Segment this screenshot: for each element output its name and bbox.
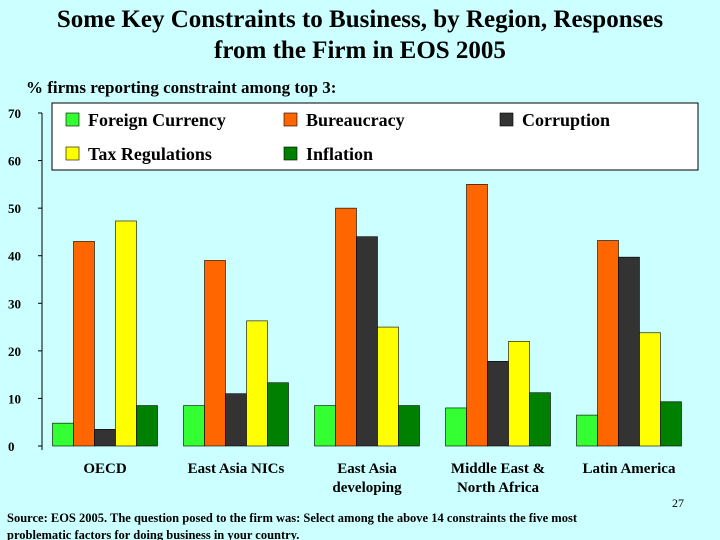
bar-foreign-currency (445, 407, 467, 447)
bar-bureaucracy (466, 184, 488, 447)
bar-bureaucracy (204, 260, 226, 447)
legend-label: Bureaucracy (306, 110, 405, 130)
bar-corruption (94, 429, 116, 447)
x-category-label: North Africa (457, 480, 540, 496)
legend-swatch (499, 112, 514, 127)
bar-foreign-currency (576, 414, 598, 447)
slide-number: 27 (672, 496, 684, 510)
chart-title-line-1: Some Key Constraints to Business, by Reg… (56, 6, 664, 33)
bar-corruption (618, 256, 640, 447)
legend-swatch (65, 146, 80, 161)
x-category-label: Latin America (583, 461, 676, 477)
y-tick-label: 70 (8, 106, 21, 121)
x-category-label: Middle East & (451, 461, 545, 477)
bar-bureaucracy (73, 241, 95, 447)
chart-title: Some Key Constraints to Business, by Reg… (0, 4, 720, 66)
bar-corruption (225, 393, 247, 447)
y-tick-label: 30 (8, 296, 21, 311)
source-note-line-2: problematic factors for doing business i… (7, 528, 300, 540)
y-tick-label: 0 (8, 439, 15, 454)
bar-tax-regulations (246, 320, 268, 447)
bar-foreign-currency (314, 405, 336, 447)
y-tick-label: 40 (8, 249, 21, 264)
bar-bureaucracy (597, 240, 619, 447)
legend-label: Corruption (522, 110, 610, 130)
legend-label: Inflation (306, 144, 373, 164)
bar-bureaucracy (335, 207, 357, 447)
legend-swatch (283, 146, 298, 161)
bar-foreign-currency (52, 422, 74, 447)
bar-tax-regulations (377, 326, 399, 447)
bar-inflation (660, 401, 682, 447)
chart-axes: 0 10 20 30 40 50 60 70 OECD East Asia NICs East As… (8, 106, 676, 496)
legend-swatch (65, 112, 80, 127)
bar-inflation (136, 405, 158, 447)
legend-swatch (283, 112, 298, 127)
x-category-label: East Asia NICs (188, 461, 285, 477)
source-note: Source: EOS 2005. The question posed to … (7, 510, 719, 540)
legend-label: Tax Regulations (88, 144, 212, 164)
y-tick-label: 60 (8, 154, 21, 169)
bar-foreign-currency (183, 405, 205, 447)
x-category-label: developing (332, 480, 402, 496)
chart-subtitle: % firms reporting constraint among top 3… (26, 78, 337, 97)
legend-box (51, 102, 699, 171)
bar-tax-regulations (508, 341, 530, 447)
x-category-label: East Asia (337, 461, 397, 477)
x-category-label: OECD (83, 461, 127, 477)
bar-corruption (487, 361, 509, 447)
chart-legend: Foreign Currency Bureaucracy Corruption Tax… (51, 102, 699, 171)
y-tick-label: 20 (8, 344, 21, 359)
bar-chart: 0 10 20 30 40 50 60 70 OECD East Asia NICs East As… (8, 102, 699, 496)
chart-bars (52, 184, 682, 447)
bar-inflation (267, 382, 289, 447)
bar-corruption (356, 236, 378, 447)
y-tick-label: 10 (8, 391, 21, 406)
bar-tax-regulations (115, 220, 137, 447)
source-note-line-1: Source: EOS 2005. The question posed to … (7, 511, 578, 525)
bar-inflation (529, 392, 551, 447)
chart-title-line-2: from the Firm in EOS 2005 (214, 37, 506, 64)
bar-tax-regulations (639, 332, 661, 447)
y-tick-label: 50 (8, 201, 21, 216)
bar-inflation (398, 405, 420, 447)
legend-label: Foreign Currency (88, 110, 226, 130)
